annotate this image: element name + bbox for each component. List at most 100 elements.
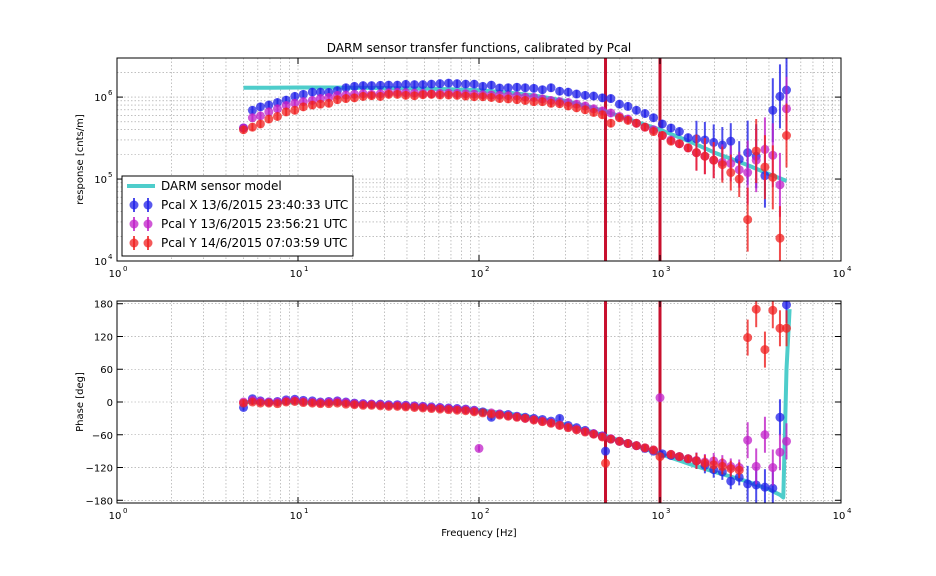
data-point — [734, 174, 744, 184]
data-point — [655, 452, 665, 462]
data-point — [743, 215, 753, 225]
data-point — [601, 458, 611, 468]
x-tick-exponent: 0 — [123, 265, 127, 273]
data-point — [272, 399, 282, 409]
data-point — [666, 123, 676, 133]
data-point — [649, 113, 659, 123]
data-point — [717, 160, 727, 170]
data-point — [247, 113, 257, 123]
data-point — [341, 94, 351, 104]
data-point — [255, 398, 265, 408]
legend-marker — [129, 200, 139, 210]
data-point — [486, 409, 496, 419]
data-point — [655, 393, 665, 403]
data-point — [563, 423, 573, 433]
data-point — [623, 115, 633, 125]
data-point — [290, 98, 300, 108]
data-point — [478, 92, 488, 102]
data-point — [775, 91, 785, 101]
data-point — [375, 91, 385, 101]
data-point — [298, 89, 308, 99]
data-point — [486, 80, 496, 90]
data-point — [768, 463, 778, 473]
data-point — [768, 105, 778, 115]
legend-marker — [129, 219, 139, 229]
data-point — [572, 103, 582, 113]
data-point — [281, 397, 291, 407]
data-point — [700, 458, 710, 468]
data-point — [537, 85, 547, 95]
data-point — [597, 432, 607, 442]
data-point — [666, 136, 676, 146]
x-tick-label: 10 — [471, 511, 484, 522]
series-3 — [239, 89, 792, 261]
y-tick-exponent: 6 — [108, 89, 113, 97]
data-point — [760, 162, 770, 172]
legend-marker — [143, 200, 153, 210]
data-point — [555, 420, 565, 430]
x-tick-label: 10 — [290, 269, 303, 280]
data-point — [614, 436, 624, 446]
data-point — [520, 95, 530, 105]
data-point — [743, 168, 753, 178]
data-point — [775, 180, 785, 190]
data-point — [775, 412, 785, 422]
data-point — [512, 82, 522, 92]
data-point — [657, 119, 667, 129]
x-axis-label: Frequency [Hz] — [441, 528, 517, 539]
data-point — [307, 87, 317, 97]
data-point — [444, 90, 454, 100]
data-point — [503, 411, 513, 421]
data-point — [572, 89, 582, 99]
data-point — [307, 100, 317, 110]
plot-area — [239, 301, 792, 503]
data-point — [555, 99, 565, 109]
data-point — [726, 476, 736, 486]
data-point — [734, 465, 744, 475]
data-point — [435, 90, 445, 100]
data-point — [649, 127, 659, 137]
data-point — [760, 345, 770, 355]
data-point — [597, 110, 607, 120]
data-point — [726, 168, 736, 178]
data-point — [435, 404, 445, 414]
data-point — [580, 427, 590, 437]
data-point — [631, 441, 641, 451]
y-tick-label: 0 — [107, 398, 113, 409]
data-point — [264, 114, 274, 124]
data-point — [358, 91, 368, 101]
data-point — [623, 438, 633, 448]
data-point — [247, 397, 257, 407]
data-point — [512, 412, 522, 422]
data-point — [239, 125, 249, 135]
data-point — [247, 122, 257, 132]
data-point — [452, 79, 462, 89]
data-point — [264, 100, 274, 110]
data-point — [349, 400, 359, 410]
data-point — [239, 398, 249, 408]
data-point — [461, 406, 471, 416]
y-tick-exponent: 4 — [108, 253, 113, 261]
data-point — [623, 101, 633, 111]
data-point — [691, 456, 701, 466]
data-point — [529, 415, 539, 425]
data-point — [298, 102, 308, 112]
data-point — [478, 81, 488, 91]
data-point — [563, 101, 573, 111]
legend-marker — [129, 238, 139, 248]
data-point — [367, 400, 377, 410]
y-tick-label: 10 — [94, 257, 107, 268]
data-point — [726, 464, 736, 474]
data-point — [384, 80, 394, 90]
data-point — [674, 139, 684, 149]
data-point — [298, 398, 308, 408]
y-tick-exponent: 5 — [108, 171, 112, 179]
y-tick-label: 60 — [100, 365, 113, 376]
data-point — [315, 399, 325, 409]
x-tick-exponent: 1 — [304, 265, 308, 273]
data-point — [751, 304, 761, 314]
data-point — [743, 333, 753, 343]
x-tick-exponent: 1 — [304, 507, 308, 515]
data-point — [640, 109, 650, 119]
